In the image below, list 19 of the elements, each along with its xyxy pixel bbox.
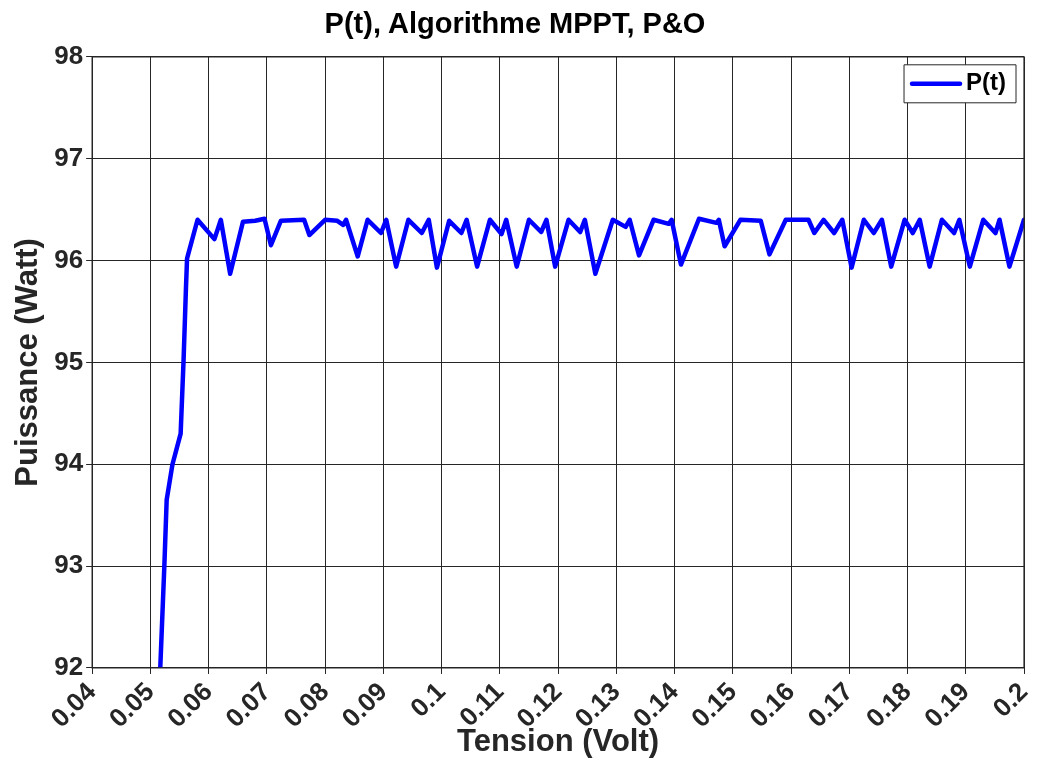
- y-tick-label: 95: [54, 345, 84, 376]
- y-tick-label: 94: [54, 447, 84, 478]
- y-axis-title: Puissance (Watt): [9, 238, 45, 487]
- x-tick-label: 0.16: [743, 676, 801, 734]
- x-tick-label: 0.2: [986, 676, 1034, 723]
- x-tick-label: 0.05: [102, 676, 160, 734]
- x-tick-label: 0.09: [335, 676, 393, 734]
- x-tick-label: 0.06: [160, 676, 218, 734]
- y-tick-label: 93: [54, 549, 84, 580]
- x-tick-label: 0.18: [859, 676, 917, 734]
- x-tick-label: 0.15: [685, 676, 743, 734]
- x-tick-label: 0.08: [277, 676, 335, 734]
- legend-label: P(t): [966, 68, 1006, 96]
- y-tick-label: 96: [54, 243, 84, 274]
- x-tick-label: 0.1: [404, 676, 451, 723]
- chart-title: P(t), Algorithme MPPT, P&O: [324, 7, 706, 40]
- y-tick-label: 97: [54, 141, 84, 172]
- x-tick-label: 0.19: [918, 676, 976, 734]
- y-tick-label: 98: [54, 39, 84, 70]
